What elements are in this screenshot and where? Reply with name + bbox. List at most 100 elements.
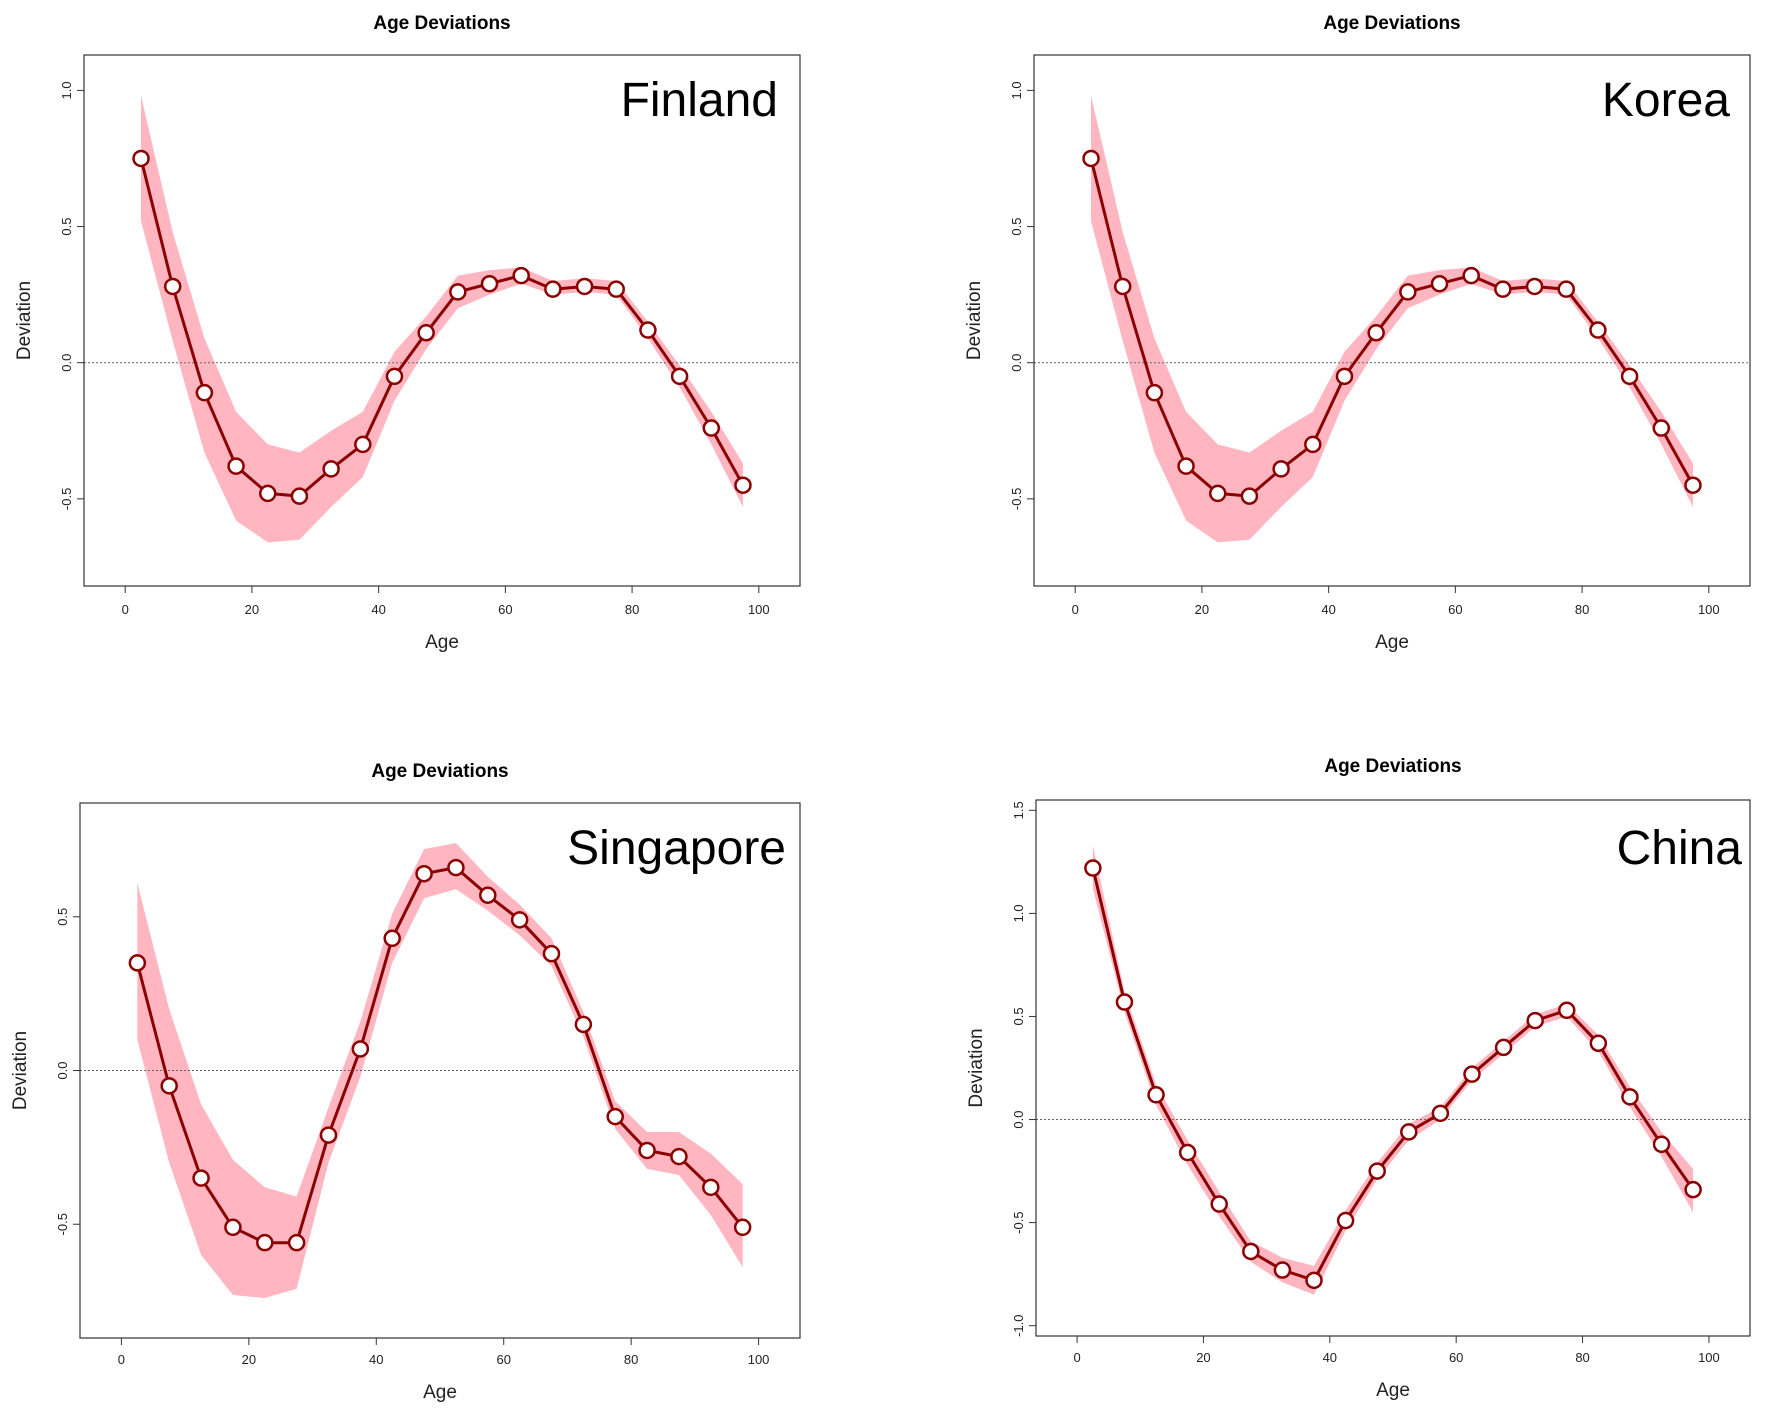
data-point <box>415 864 433 883</box>
y-tick-label: 0.0 <box>1009 354 1024 372</box>
data-point <box>1242 1242 1260 1261</box>
x-tick-label: 100 <box>748 1352 770 1367</box>
data-point <box>1336 1211 1355 1230</box>
data-point <box>1304 435 1322 454</box>
x-tick-label: 20 <box>245 602 259 617</box>
x-tick-label: 40 <box>369 1352 383 1367</box>
chart-title: Age Deviations <box>1324 756 1461 777</box>
data-point <box>351 1040 370 1058</box>
data-point <box>1652 419 1671 437</box>
data-point <box>1494 280 1512 298</box>
data-point <box>670 367 689 386</box>
data-point <box>447 858 465 877</box>
data-point <box>607 280 625 298</box>
y-tick-label: 1.0 <box>59 81 74 99</box>
data-point <box>163 277 182 296</box>
x-tick-label: 40 <box>371 602 385 617</box>
y-tick-label: -0.5 <box>59 488 74 510</box>
data-point <box>1368 1162 1386 1180</box>
data-point <box>1209 484 1227 503</box>
data-point <box>1178 1143 1197 1162</box>
y-tick-label: -0.5 <box>1009 488 1024 510</box>
data-point <box>1272 460 1290 478</box>
data-point <box>1147 1086 1165 1104</box>
chart-title: Age Deviations <box>1323 13 1460 34</box>
data-point <box>1177 457 1195 475</box>
data-point <box>670 1147 688 1166</box>
data-point <box>1557 280 1575 298</box>
y-axis-label: Deviation <box>14 281 35 360</box>
data-point <box>1399 283 1417 301</box>
data-point <box>1526 1011 1544 1030</box>
y-tick-label: 1.0 <box>1011 904 1026 922</box>
x-axis-label: Age <box>425 632 459 653</box>
y-axis-label: Deviation <box>10 1031 31 1110</box>
y-axis-label: Deviation <box>964 281 985 360</box>
x-tick-label: 80 <box>1575 602 1589 617</box>
data-point <box>1463 1065 1481 1083</box>
data-point <box>1684 1180 1702 1199</box>
y-axis-label: Deviation <box>966 1028 987 1107</box>
data-point <box>1082 149 1100 168</box>
data-point <box>1620 367 1639 386</box>
x-tick-label: 60 <box>498 602 512 617</box>
x-tick-label: 0 <box>1072 602 1079 617</box>
country-label: Singapore <box>567 822 786 875</box>
data-point <box>1145 383 1164 402</box>
data-point <box>1558 1001 1576 1020</box>
x-tick-label: 60 <box>1449 1350 1463 1365</box>
data-point <box>1115 993 1134 1011</box>
data-point <box>702 1178 720 1197</box>
x-axis-label: Age <box>1375 632 1409 653</box>
data-point <box>1589 321 1607 339</box>
data-point <box>1240 487 1259 505</box>
country-label: Finland <box>621 74 778 127</box>
data-point <box>512 266 530 285</box>
data-point <box>417 324 435 342</box>
data-point <box>542 944 561 963</box>
country-label: Korea <box>1602 74 1730 127</box>
y-tick-label: 0.5 <box>59 218 74 236</box>
data-point <box>1273 1261 1292 1279</box>
data-point <box>639 321 657 339</box>
data-point <box>1462 266 1480 285</box>
data-point <box>575 277 594 296</box>
x-tick-label: 40 <box>1323 1350 1337 1365</box>
x-axis-label: Age <box>1376 1380 1410 1401</box>
x-tick-label: 80 <box>1575 1350 1589 1365</box>
data-point <box>354 435 372 454</box>
x-tick-label: 0 <box>1073 1350 1080 1365</box>
data-point <box>1335 367 1354 386</box>
data-point <box>259 484 277 503</box>
data-point <box>480 274 499 293</box>
data-point <box>1431 1104 1450 1123</box>
data-point <box>733 1218 752 1237</box>
x-tick-label: 100 <box>1698 1350 1720 1365</box>
plot-frame <box>1033 54 1751 587</box>
y-tick-label: 0.0 <box>55 1061 70 1079</box>
data-point <box>702 419 721 437</box>
y-tick-label: -1.0 <box>1011 1314 1026 1336</box>
x-tick-label: 20 <box>1195 602 1209 617</box>
y-tick-label: 0.5 <box>1011 1007 1026 1025</box>
x-tick-label: 60 <box>496 1352 510 1367</box>
confidence-band <box>141 95 743 543</box>
x-tick-label: 0 <box>118 1352 125 1367</box>
x-tick-label: 80 <box>624 1352 638 1367</box>
data-point <box>574 1015 593 1034</box>
data-point <box>256 1233 274 1252</box>
chart-title: Age Deviations <box>371 761 508 782</box>
data-point <box>319 1126 338 1144</box>
panel-korea: Age Deviations 0 20 40 60 80 100 -0.5 0.0 0.5 1.0 A… <box>964 13 1751 653</box>
data-point <box>383 929 401 948</box>
panel-singapore: Age Deviations 0 20 40 60 80 100 -0.5 0.0 0.5 Age D… <box>10 761 801 1403</box>
data-point <box>1084 859 1102 877</box>
x-tick-label: 20 <box>1196 1350 1210 1365</box>
data-point <box>1684 476 1702 494</box>
series-line <box>1091 867 1695 1282</box>
y-tick-label: 1.5 <box>1011 801 1026 819</box>
data-point <box>1589 1034 1608 1053</box>
y-tick-label: 0.5 <box>55 908 70 926</box>
data-point <box>449 283 467 301</box>
